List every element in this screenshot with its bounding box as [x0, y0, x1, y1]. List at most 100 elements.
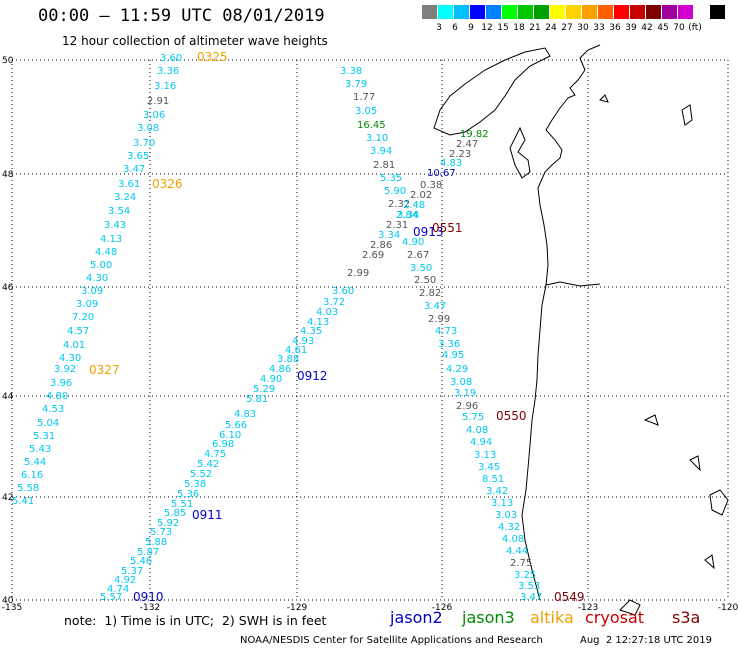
lon-tick-label: -129 — [287, 603, 308, 613]
wave-height-value: 4.57 — [67, 326, 89, 337]
colorbar-label: 6 — [452, 23, 458, 33]
wave-height-value: 2.96 — [456, 401, 478, 412]
pass-time-label: 0910 — [133, 590, 164, 604]
wave-height-value: 5.85 — [164, 508, 186, 519]
pass-time-label: 0326 — [152, 177, 183, 191]
wave-height-value: 5.29 — [253, 384, 275, 395]
colorbar-label: 18 — [513, 23, 525, 33]
lake-7 — [619, 599, 641, 616]
wave-height-value: 5.90 — [384, 186, 406, 197]
pass-time-label: 0327 — [89, 363, 120, 377]
wave-height-value: 2.69 — [362, 250, 384, 261]
wave-height-value: 2.82 — [419, 288, 441, 299]
legend-jason3: jason3 — [462, 608, 515, 627]
wave-height-value: 5.75 — [462, 412, 484, 423]
wave-height-value: 5.43 — [29, 444, 51, 455]
wave-height-value: 6.98 — [212, 439, 234, 450]
wave-height-value: 3.05 — [355, 106, 377, 117]
wave-height-value: 4.32 — [498, 522, 520, 533]
wave-height-value: 3.61 — [118, 179, 140, 190]
wave-height-value: 4.75 — [204, 449, 226, 460]
lat-tick-label: 40 — [2, 596, 14, 606]
pass-time-label: 0551 — [432, 221, 463, 235]
wave-height-value: 3.19 — [454, 388, 476, 399]
map-subtitle: 12 hour collection of altimeter wave hei… — [62, 34, 328, 48]
colorbar-swatch — [518, 5, 533, 19]
colorbar-swatch — [422, 5, 437, 19]
us-west-coastline — [521, 44, 601, 601]
wave-height-value: 5.81 — [246, 394, 268, 405]
wave-height-value: 4.08 — [466, 425, 488, 436]
units-note: note: 1) Time is in UTC; 2) SWH is in fe… — [64, 613, 327, 628]
wave-height-value: 4.95 — [442, 350, 464, 361]
wave-height-value: 5.73 — [150, 527, 172, 538]
legend-jason2: jason2 — [390, 608, 443, 627]
wave-height-value: 7.20 — [72, 312, 94, 323]
wave-height-value: 2.99 — [428, 314, 450, 325]
wave-height-value: 4.74 — [107, 584, 129, 595]
colorbar-label: 36 — [609, 23, 621, 33]
pass-time-label: 0550 — [496, 409, 527, 423]
wave-height-value: 5.46 — [130, 556, 152, 567]
vancouver-island — [433, 47, 551, 136]
wave-height-value: 2.31 — [386, 220, 408, 231]
lat-tick-label: 44 — [2, 392, 14, 402]
lake-5 — [689, 455, 701, 472]
wave-height-value: 3.25 — [514, 570, 536, 581]
pass-time-label: 0911 — [192, 508, 223, 522]
lat-tick-label: 48 — [2, 170, 14, 180]
wave-height-value: 5.88 — [145, 537, 167, 548]
axis-labels: -135 -132 -129 -126 -123 -120 50 48 46 44 42 40 — [2, 56, 739, 613]
colorbar-swatch — [630, 5, 645, 19]
wave-height-value: 5.51 — [171, 499, 193, 510]
wave-height-value: 4.30 — [59, 353, 81, 364]
colorbar-swatch — [502, 5, 517, 19]
lake-3 — [643, 414, 659, 426]
wave-height-value: 4.61 — [285, 345, 307, 356]
credit-line: NOAA/NESDIS Center for Satellite Applica… — [240, 635, 543, 646]
colorbar-swatch — [678, 5, 693, 19]
wave-height-value: 4.94 — [470, 437, 492, 448]
lat-lon-grid — [11, 59, 729, 601]
colorbar-swatch — [646, 5, 661, 19]
lon-tick-label: -126 — [432, 603, 453, 613]
puget-sound — [509, 126, 531, 179]
wave-height-value: 4.80 — [46, 391, 68, 402]
wave-height-value: 2.86 — [370, 240, 392, 251]
wave-height-value: 8.51 — [482, 474, 504, 485]
colorbar-swatch — [662, 5, 677, 19]
wave-height-value: 3.08 — [450, 377, 472, 388]
coastline — [433, 44, 729, 616]
colorbar-label: 15 — [497, 23, 509, 33]
wave-height-value: 2.48 — [403, 200, 425, 211]
colorbar-swatch — [614, 5, 629, 19]
lat-tick-label: 50 — [2, 56, 14, 66]
wave-height-value: 3.08 — [137, 123, 159, 134]
wave-height-value: 19.82 — [460, 129, 489, 140]
wave-height-value: 3.13 — [491, 498, 513, 509]
wave-height-value: 4.13 — [100, 234, 122, 245]
wave-height-value: 3.43 — [104, 220, 126, 231]
wave-height-value: 3.65 — [127, 151, 149, 162]
colorbar-label: 30 — [577, 23, 589, 33]
wave-height-value: 3.79 — [345, 79, 367, 90]
pass-time-label: 0913 — [413, 225, 444, 239]
wave-height-value: 2.81 — [373, 160, 395, 171]
pass-time-label: 0912 — [297, 369, 328, 383]
wave-height-value: 3.72 — [323, 297, 345, 308]
wave-height-value: 4.44 — [506, 546, 528, 557]
wave-height-value: 4.13 — [307, 317, 329, 328]
colorbar-label: 12 — [481, 23, 493, 33]
wave-height-value: 2.47 — [456, 139, 478, 150]
legend-altika: altika — [530, 608, 574, 627]
lake-6 — [704, 554, 715, 570]
colorbar-swatch — [550, 5, 565, 19]
wave-height-value: 5.35 — [380, 173, 402, 184]
wave-height-value: 5.44 — [24, 457, 46, 468]
wave-height-value: 3.36 — [438, 339, 460, 350]
colorbar-label: 39 — [625, 23, 637, 33]
colorbar-label: 21 — [529, 23, 541, 33]
wave-height-value: 3.13 — [474, 450, 496, 461]
